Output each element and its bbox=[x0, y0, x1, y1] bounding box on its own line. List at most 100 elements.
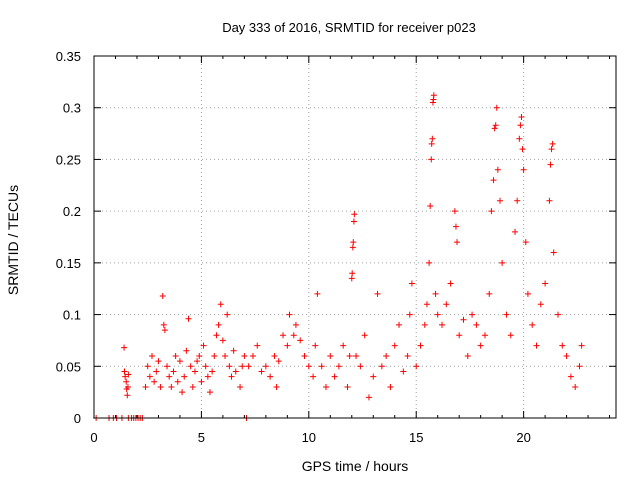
y-tick-label: 0.05 bbox=[56, 359, 81, 374]
data-point bbox=[427, 202, 434, 209]
y-axis-label: SRMTID / TECUs bbox=[5, 185, 21, 295]
data-point bbox=[567, 373, 574, 380]
data-point bbox=[357, 363, 364, 370]
data-point bbox=[271, 352, 278, 359]
data-point bbox=[512, 228, 519, 235]
data-point bbox=[454, 239, 461, 246]
data-point bbox=[497, 197, 503, 204]
x-tick-label: 10 bbox=[302, 430, 316, 445]
data-point bbox=[144, 363, 151, 370]
data-point bbox=[417, 342, 424, 349]
data-point bbox=[219, 337, 226, 344]
data-point bbox=[430, 92, 437, 99]
data-point bbox=[245, 363, 252, 370]
data-point bbox=[452, 223, 459, 230]
data-point bbox=[198, 378, 205, 385]
data-point bbox=[149, 352, 155, 359]
data-point bbox=[492, 122, 499, 129]
data-point bbox=[125, 371, 132, 378]
data-point bbox=[202, 363, 209, 370]
data-point bbox=[166, 373, 173, 380]
data-point bbox=[312, 342, 319, 349]
data-point bbox=[439, 321, 445, 328]
data-point bbox=[258, 368, 265, 375]
data-point bbox=[170, 368, 177, 375]
data-point bbox=[172, 352, 179, 359]
data-point bbox=[194, 358, 201, 365]
data-point bbox=[340, 342, 347, 349]
data-point bbox=[200, 342, 207, 349]
data-point bbox=[164, 363, 171, 370]
data-point bbox=[572, 383, 579, 390]
data-point bbox=[383, 352, 390, 359]
data-point bbox=[331, 373, 338, 380]
y-tick-label: 0.3 bbox=[63, 101, 81, 116]
data-point bbox=[451, 208, 458, 215]
data-point bbox=[518, 114, 525, 121]
data-point bbox=[428, 156, 435, 163]
data-point bbox=[230, 347, 237, 354]
data-point bbox=[546, 197, 553, 204]
data-point bbox=[155, 358, 162, 365]
data-point bbox=[503, 311, 510, 318]
data-point bbox=[533, 342, 540, 349]
data-point bbox=[183, 347, 190, 354]
y-tick-label: 0.1 bbox=[63, 308, 81, 323]
data-point bbox=[559, 342, 566, 349]
data-point bbox=[550, 249, 557, 256]
x-tick-label: 0 bbox=[90, 430, 97, 445]
data-point bbox=[350, 239, 357, 246]
data-point bbox=[429, 135, 436, 142]
data-point bbox=[370, 373, 377, 380]
data-point bbox=[280, 332, 287, 339]
data-point bbox=[434, 311, 441, 318]
data-point bbox=[346, 352, 353, 359]
data-point bbox=[310, 373, 317, 380]
data-point bbox=[520, 166, 527, 173]
data-point bbox=[349, 244, 356, 251]
data-point bbox=[519, 146, 526, 153]
data-point bbox=[174, 378, 181, 385]
data-point bbox=[124, 392, 131, 399]
data-point bbox=[292, 321, 299, 328]
y-tick-label: 0.25 bbox=[56, 152, 81, 167]
data-point bbox=[421, 321, 428, 328]
data-point bbox=[275, 358, 282, 365]
data-point bbox=[181, 373, 188, 380]
data-points bbox=[93, 92, 585, 421]
data-point bbox=[226, 363, 233, 370]
data-point bbox=[490, 177, 497, 184]
data-point bbox=[217, 301, 224, 308]
data-point bbox=[447, 280, 454, 287]
data-point bbox=[237, 383, 244, 390]
data-point bbox=[549, 140, 556, 147]
data-point bbox=[153, 368, 160, 375]
data-point bbox=[499, 259, 506, 266]
y-tick-label: 0.35 bbox=[56, 49, 81, 64]
data-point bbox=[323, 383, 329, 390]
data-point bbox=[464, 352, 471, 359]
data-point bbox=[537, 301, 544, 308]
data-point bbox=[249, 352, 256, 359]
data-point bbox=[481, 332, 488, 339]
data-point bbox=[460, 316, 467, 323]
data-point bbox=[189, 383, 196, 390]
data-point bbox=[423, 301, 430, 308]
data-point bbox=[396, 321, 403, 328]
data-point bbox=[486, 290, 493, 297]
data-point bbox=[477, 342, 484, 349]
data-point bbox=[122, 373, 129, 380]
data-point bbox=[428, 140, 435, 147]
data-point bbox=[207, 389, 213, 396]
axis-ticks: 0 0.05 0.1 0.15 0.2 0.25 0.3 0.35 0 5 10 15 20 bbox=[56, 49, 616, 445]
data-point bbox=[348, 275, 355, 282]
data-point bbox=[469, 311, 476, 318]
data-point bbox=[413, 363, 420, 370]
data-point bbox=[344, 383, 351, 390]
data-point bbox=[473, 321, 480, 328]
data-point bbox=[494, 166, 501, 173]
data-point bbox=[232, 368, 239, 375]
data-point bbox=[191, 368, 198, 375]
data-point bbox=[121, 368, 128, 375]
